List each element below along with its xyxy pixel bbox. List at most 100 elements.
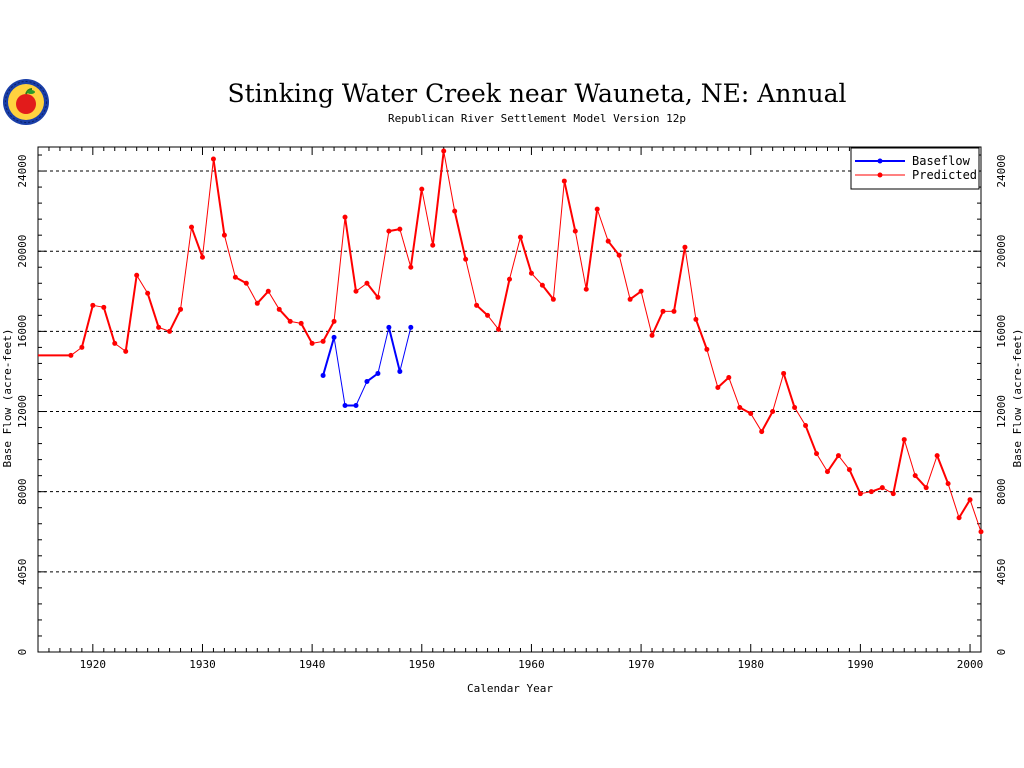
y-tick-label-left: 4050 [16, 559, 29, 586]
data-point-baseflow [342, 403, 348, 409]
data-point-predicted [857, 491, 863, 497]
data-point-baseflow [353, 403, 359, 409]
series-segment-predicted [201, 158, 214, 258]
legend-box [850, 147, 980, 190]
data-point-predicted [123, 348, 129, 354]
series-segment-predicted [80, 305, 94, 348]
series-segment-predicted [465, 259, 478, 306]
data-point-predicted [539, 282, 545, 288]
data-point-baseflow [364, 378, 370, 384]
data-point-predicted [890, 491, 896, 497]
series-segment-predicted [816, 453, 828, 472]
data-point-predicted [145, 290, 151, 296]
data-point-predicted [550, 296, 556, 302]
data-point-predicted [101, 304, 107, 310]
data-point-predicted [232, 274, 238, 280]
legend-marker-predicted [877, 172, 883, 178]
y-tick-label-right: 0 [995, 649, 1008, 656]
data-point-predicted [178, 306, 184, 312]
data-point-predicted [726, 374, 732, 380]
x-tick-label: 1960 [518, 658, 545, 671]
data-point-predicted [112, 340, 118, 346]
data-point-predicted [572, 228, 578, 234]
data-point-predicted [759, 429, 765, 435]
series-segment-predicted [431, 150, 445, 246]
series-segment-predicted [245, 283, 258, 304]
chart-title: Stinking Water Creek near Wauneta, NE: A… [227, 79, 846, 108]
series-segment-predicted [322, 320, 335, 342]
y-tick-label-left: 20000 [16, 235, 29, 268]
data-point-predicted [868, 489, 874, 495]
y-tick-label-right: 24000 [995, 154, 1008, 187]
series-segment-predicted [168, 308, 182, 332]
data-point-predicted [627, 296, 633, 302]
series-segment-predicted [409, 188, 423, 268]
data-point-predicted [967, 497, 973, 503]
data-point-predicted [167, 328, 173, 334]
y-tick-label-right: 20000 [995, 235, 1008, 268]
series-segment-predicted [124, 275, 138, 352]
series-segment-predicted [782, 373, 796, 408]
data-point-predicted [660, 308, 666, 314]
series-segment-predicted [443, 150, 456, 212]
series-segment-predicted [936, 455, 950, 485]
data-point-predicted [583, 286, 589, 292]
series-segment-predicted [618, 255, 631, 300]
agency-logo [3, 79, 49, 125]
series-segment-predicted [497, 279, 511, 330]
data-point-predicted [309, 340, 315, 346]
series-segment-predicted [969, 499, 982, 532]
series-segment-predicted [651, 310, 664, 336]
data-point-predicted [90, 302, 96, 308]
series-segment-predicted [947, 483, 960, 518]
series-segment-predicted [585, 208, 599, 290]
data-point-predicted [474, 302, 480, 308]
data-point-predicted [397, 226, 403, 232]
series-segment-predicted [607, 240, 620, 256]
data-point-predicted [616, 252, 622, 258]
data-point-predicted [353, 288, 359, 294]
x-tick-label: 1940 [299, 658, 326, 671]
y-tick-label-right: 12000 [995, 395, 1008, 428]
x-tick-label: 1920 [80, 658, 107, 671]
series-segment-predicted [333, 217, 346, 322]
data-point-predicted [430, 242, 436, 248]
data-point-predicted [496, 326, 502, 332]
series-segment-predicted [453, 210, 467, 260]
series-segment-baseflow [322, 337, 336, 376]
data-point-predicted [814, 451, 820, 457]
data-point-predicted [79, 344, 85, 350]
series-segment-predicted [541, 284, 555, 300]
data-point-predicted [243, 280, 249, 286]
data-point-predicted [287, 318, 293, 324]
data-point-baseflow [320, 372, 326, 378]
data-point-predicted [375, 294, 381, 300]
data-point-baseflow [386, 324, 392, 330]
series-segment-predicted [640, 291, 653, 336]
series-segment-predicted [180, 227, 193, 310]
data-point-predicted [320, 338, 326, 344]
plot-frame [37, 146, 982, 653]
data-point-predicted [978, 529, 984, 535]
series-segment-predicted [146, 292, 160, 328]
series-segment-predicted [278, 308, 291, 323]
series-segment-predicted [684, 247, 697, 320]
data-point-predicted [605, 238, 611, 244]
data-point-predicted [638, 288, 644, 294]
data-point-predicted [156, 324, 162, 330]
data-point-predicted [901, 437, 907, 443]
series-segment-predicted [366, 282, 379, 298]
series-segment-predicted [136, 274, 149, 294]
data-point-predicted [517, 234, 523, 240]
series-segment-predicted [487, 315, 499, 330]
data-point-predicted [649, 332, 655, 338]
series-segment-baseflow [399, 327, 412, 372]
data-point-predicted [331, 318, 337, 324]
y-tick-label-right: 16000 [995, 315, 1008, 348]
legend-marker-baseflow [877, 158, 883, 164]
data-point-predicted [748, 411, 754, 417]
series-segment-predicted [256, 290, 270, 304]
y-axis-label-right: Base Flow (acre-feet) [1011, 328, 1024, 467]
series-segment-predicted [563, 180, 577, 232]
series-segment-baseflow [333, 337, 346, 406]
